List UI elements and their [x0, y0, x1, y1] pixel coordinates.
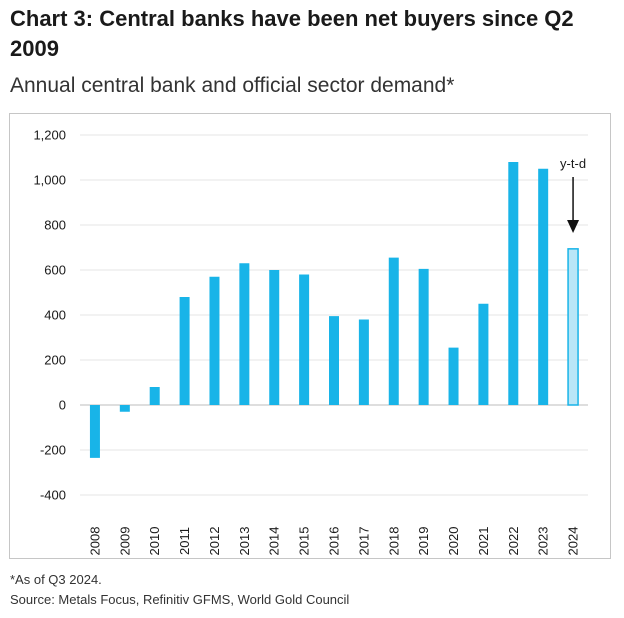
- x-tick-label: 2023: [536, 527, 551, 556]
- x-tick-label: 2012: [207, 527, 222, 556]
- x-tick-label: 2015: [297, 527, 312, 556]
- y-tick-label: 0: [59, 398, 66, 413]
- annotation-arrow-head: [567, 220, 580, 233]
- bar-2020: [448, 347, 459, 405]
- x-tick-label: 2018: [386, 527, 401, 556]
- bar-2012: [209, 276, 220, 405]
- chart-frame: [9, 113, 611, 559]
- y-tick-label: -200: [40, 443, 66, 458]
- y-tick-label: -400: [40, 488, 66, 503]
- x-tick-label: 2011: [177, 527, 192, 555]
- bar-2024: [567, 248, 579, 406]
- chart-subtitle: Annual central bank and official sector …: [10, 74, 455, 97]
- x-tick-label: 2009: [117, 527, 132, 556]
- x-tick-label: 2013: [237, 527, 252, 556]
- x-tick-label: 2020: [446, 527, 461, 556]
- bar-2014: [269, 270, 280, 405]
- x-tick-label: 2022: [506, 527, 521, 556]
- footnote: *As of Q3 2024.: [10, 572, 102, 587]
- x-tick-label: 2019: [416, 527, 431, 556]
- y-tick-label: 1,200: [33, 128, 66, 143]
- bar-2016: [329, 316, 339, 405]
- bar-2010: [149, 387, 160, 405]
- x-tick-label: 2021: [476, 527, 491, 556]
- bar-2017: [358, 319, 369, 405]
- y-tick-label: 600: [44, 263, 66, 278]
- x-tick-label: 2017: [356, 527, 371, 556]
- x-tick-label: 2024: [566, 527, 581, 556]
- y-tick-label: 800: [44, 218, 66, 233]
- bar-2015: [299, 274, 310, 405]
- x-tick-label: 2008: [87, 527, 102, 556]
- chart-title: Chart 3: Central banks have been net buy…: [10, 6, 574, 61]
- x-tick-label: 2014: [267, 527, 282, 556]
- bar-2023: [538, 168, 549, 405]
- bar-2011: [179, 297, 190, 405]
- x-tick-label: 2010: [147, 527, 162, 556]
- bar-2021: [478, 303, 489, 405]
- bar-2018: [388, 257, 399, 405]
- x-tick-label: 2016: [327, 527, 342, 556]
- bar-2019: [418, 268, 429, 405]
- bar-2022: [508, 162, 519, 405]
- bar-2009: [119, 405, 130, 412]
- y-tick-label: 1,000: [33, 173, 66, 188]
- y-tick-label: 200: [44, 353, 66, 368]
- y-tick-label: 400: [44, 308, 66, 323]
- bar-2008: [89, 405, 100, 458]
- ytd-annotation: y-t-d: [560, 156, 586, 171]
- source-note: Source: Metals Focus, Refinitiv GFMS, Wo…: [10, 592, 350, 607]
- bar-2013: [239, 263, 250, 405]
